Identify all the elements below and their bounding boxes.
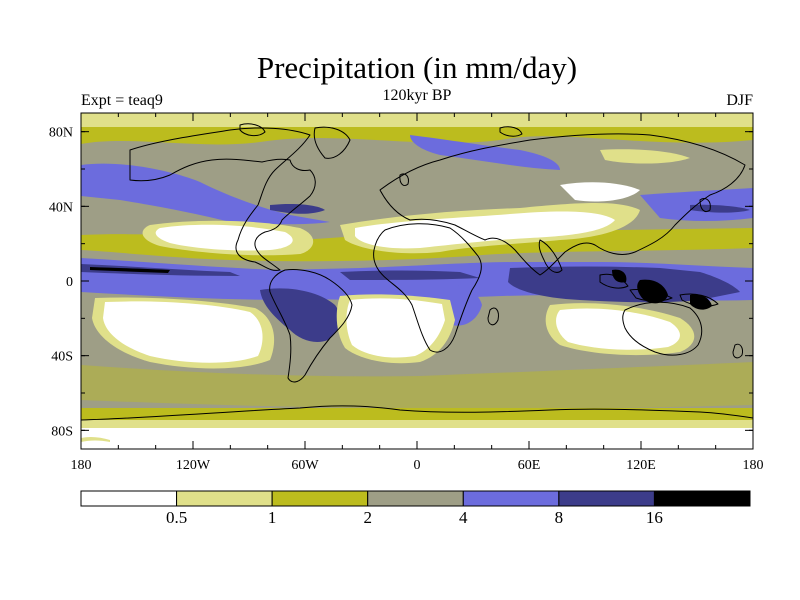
x-tick-label: 120E [626, 458, 656, 473]
colorbar-label: 16 [646, 508, 663, 527]
y-tick-label: 40S [51, 350, 73, 365]
colorbar-label: 2 [363, 508, 372, 527]
y-tick-label: 0 [66, 275, 73, 290]
colorbar-swatch [462, 490, 560, 507]
y-tick-label: 80S [51, 424, 73, 439]
colorbar-label: 1 [268, 508, 277, 527]
colorbar-swatch [558, 490, 655, 507]
coastlines [81, 123, 753, 421]
y-tick-label: 40N [49, 200, 73, 215]
axis-ticks: 180 120W 60W 0 60E 120E 180 80N 40N 0 40S 80S [49, 113, 764, 473]
x-tick-label: 60E [518, 458, 541, 473]
x-tick-label: 180 [743, 458, 764, 473]
colorbar-label: 0.5 [166, 508, 187, 527]
colorbar-swatch [653, 490, 751, 507]
x-tick-label: 0 [414, 458, 421, 473]
plot-title: Precipitation (in mm/day) [256, 50, 578, 85]
period-label: 120kyr BP [382, 87, 452, 104]
x-tick-label: 120W [176, 458, 211, 473]
x-tick-label: 180 [71, 458, 92, 473]
experiment-label: Expt = teaq9 [81, 92, 163, 109]
colorbar-label: 4 [459, 508, 468, 527]
precipitation-field [81, 113, 753, 449]
colorbar-swatch [176, 490, 273, 507]
season-label: DJF [726, 92, 753, 109]
colorbar-swatch [367, 490, 464, 507]
colorbar: 0.5 1 2 4 8 16 [80, 490, 751, 527]
colorbar-swatch [271, 490, 369, 507]
colorbar-swatch [80, 490, 178, 507]
x-tick-label: 60W [291, 458, 319, 473]
y-tick-label: 80N [49, 126, 73, 141]
colorbar-label: 8 [555, 508, 564, 527]
